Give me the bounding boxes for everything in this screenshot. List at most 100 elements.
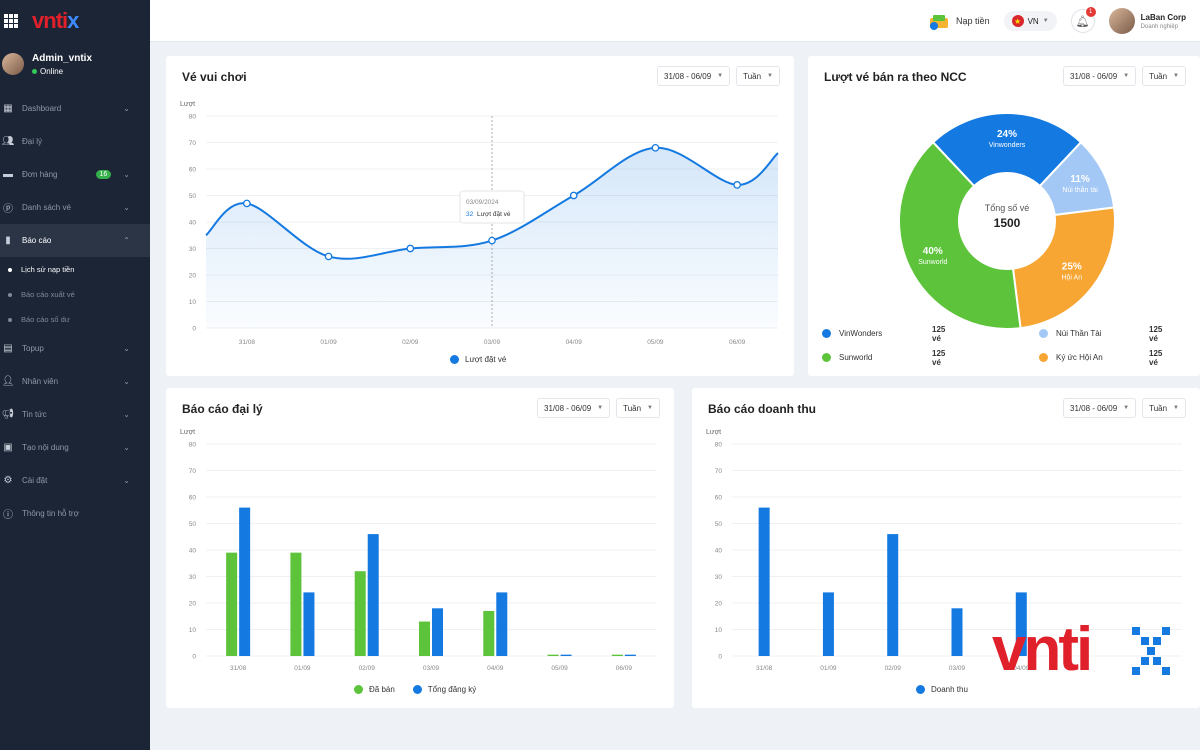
y-tick-label: 10 bbox=[189, 627, 197, 634]
apps-grid-icon[interactable] bbox=[4, 14, 18, 28]
x-tick-label: 05/09 bbox=[551, 665, 568, 672]
bar[interactable] bbox=[496, 592, 508, 656]
bar[interactable] bbox=[624, 654, 636, 656]
data-point[interactable] bbox=[733, 181, 741, 189]
bar[interactable] bbox=[951, 608, 963, 656]
data-point[interactable] bbox=[324, 252, 333, 261]
bar[interactable] bbox=[303, 592, 315, 656]
x-tick-label: 03/09 bbox=[484, 339, 501, 346]
y-tick-label: 70 bbox=[715, 468, 723, 475]
slice-name-label: Hội An bbox=[1061, 274, 1082, 281]
bar[interactable] bbox=[367, 534, 379, 656]
sidebar-item-6[interactable]: 👤︎ Nhân viên ⌄ bbox=[0, 365, 150, 398]
y-tick-label: 20 bbox=[715, 601, 723, 608]
data-point[interactable] bbox=[406, 244, 415, 253]
x-tick-label: 06/09 bbox=[616, 665, 633, 672]
pie-legend-item[interactable]: VinWonders 125 vé bbox=[822, 325, 945, 343]
sidebar-item-8[interactable]: ▣ Tạo nội dung ⌄ bbox=[0, 431, 150, 464]
legend-item[interactable]: Doanh thu bbox=[916, 685, 968, 695]
bar[interactable] bbox=[354, 571, 366, 656]
date-range-select[interactable]: 31/08 - 06/09 ▼ bbox=[657, 66, 731, 86]
donut-chart: 24% Vinwonders 11%Núi thần tài 25% Hội An 40%… bbox=[898, 112, 1116, 330]
donut-slice[interactable] bbox=[898, 140, 1022, 330]
chart-tooltip: 03/09/2024 32 Lượt đặt vé bbox=[459, 190, 525, 224]
chevron-down-icon: ▼ bbox=[597, 405, 604, 411]
topup-icon: ▤ bbox=[3, 343, 13, 354]
topup-button[interactable]: Nạp tiền bbox=[928, 12, 990, 30]
x-tick-label: 02/09 bbox=[402, 339, 419, 346]
sidebar-subitem[interactable]: Báo cáo xuất vé bbox=[0, 282, 150, 307]
user-profile[interactable]: Admin_vntix Online bbox=[0, 42, 150, 86]
list-icon: ⓟ bbox=[3, 204, 13, 215]
donut-slice[interactable] bbox=[1011, 206, 1116, 330]
donut-slice[interactable] bbox=[931, 112, 1083, 188]
data-point[interactable] bbox=[243, 199, 251, 208]
account-menu[interactable]: LaBan Corp Doanh nghiệp bbox=[1108, 8, 1186, 34]
bar[interactable] bbox=[483, 610, 495, 656]
data-point[interactable] bbox=[651, 143, 660, 152]
legend-item[interactable]: Lượt đặt vé bbox=[450, 355, 506, 365]
bullet-icon bbox=[8, 267, 12, 272]
y-tick-label: 0 bbox=[192, 326, 196, 333]
date-range-select[interactable]: 31/08 - 06/09 ▼ bbox=[537, 398, 611, 418]
bell-icon: 🔔︎ bbox=[1075, 15, 1090, 28]
bar[interactable] bbox=[419, 621, 430, 656]
bar[interactable] bbox=[290, 552, 302, 656]
legend-label: Ký ức Hội An bbox=[1056, 353, 1103, 362]
bar[interactable] bbox=[226, 552, 238, 656]
chevron-up-icon: ⌃ bbox=[123, 236, 130, 245]
period-select[interactable]: Tuần ▼ bbox=[616, 398, 660, 418]
sidebar-item-label: Cài đặt bbox=[22, 476, 48, 485]
legend-value: 125 vé bbox=[932, 324, 946, 343]
language-select[interactable]: ★ VN ▼ bbox=[1003, 11, 1057, 31]
legend-label: Sunworld bbox=[839, 353, 873, 362]
bar[interactable] bbox=[758, 507, 770, 656]
data-point[interactable] bbox=[569, 191, 578, 200]
y-tick-label: 60 bbox=[715, 495, 723, 502]
period-select[interactable]: Tuần ▼ bbox=[1142, 66, 1186, 86]
y-tick-label: 70 bbox=[189, 140, 197, 147]
bar[interactable] bbox=[611, 654, 623, 656]
notification-button[interactable]: 🔔︎ 1 bbox=[1070, 7, 1096, 33]
sidebar-subitem[interactable]: Báo cáo số dư bbox=[0, 307, 150, 332]
brand-logo[interactable]: vntix bbox=[32, 8, 79, 33]
sidebar-item-4[interactable]: ▮ Báo cáo ⌃ bbox=[0, 224, 150, 257]
pie-legend-item[interactable]: Núi Thần Tài 125 vé bbox=[1039, 325, 1162, 343]
sidebar-item-5[interactable]: ▤ Topup ⌄ bbox=[0, 332, 150, 365]
bar[interactable] bbox=[547, 654, 559, 656]
subitem-label: Lịch sử nạp tiền bbox=[21, 265, 75, 274]
y-tick-label: 20 bbox=[189, 601, 197, 608]
date-range-select[interactable]: 31/08 - 06/09 ▼ bbox=[1063, 398, 1137, 418]
bar[interactable] bbox=[887, 534, 899, 656]
sidebar-item-2[interactable]: ▬ Đơn hàng 16 ⌄ bbox=[0, 158, 150, 191]
sidebar-item-label: Tạo nội dung bbox=[22, 443, 69, 452]
legend-label: VinWonders bbox=[839, 329, 883, 338]
sidebar-item-3[interactable]: ⓟ Danh sách vé ⌄ bbox=[0, 191, 150, 224]
legend-item[interactable]: Tổng đăng ký bbox=[412, 685, 476, 695]
period-select[interactable]: Tuần ▼ bbox=[736, 66, 780, 86]
sidebar-header: vntix bbox=[0, 0, 150, 42]
bar[interactable] bbox=[1015, 592, 1027, 656]
bar[interactable] bbox=[822, 592, 834, 656]
x-tick-label: 31/08 bbox=[756, 665, 773, 672]
bar[interactable] bbox=[239, 507, 251, 656]
agent-bar-chart: Lượt 0 10 20 30 40 50 60 70 80 31/08 01/09 02/09 03/0… bbox=[180, 429, 656, 672]
tooltip-value: 32 bbox=[466, 211, 474, 218]
sidebar-item-1[interactable]: 👥︎ Đại lý bbox=[0, 125, 150, 158]
sidebar-subitem[interactable]: Lịch sử nạp tiền bbox=[0, 257, 150, 282]
date-range-select[interactable]: 31/08 - 06/09 ▼ bbox=[1063, 66, 1137, 86]
bar[interactable] bbox=[432, 608, 443, 656]
pie-legend-item[interactable]: Sunworld 125 vé bbox=[822, 349, 945, 367]
sidebar-item-10[interactable]: ⓘ Thông tin hỗ trợ bbox=[0, 497, 150, 530]
data-point[interactable] bbox=[488, 236, 496, 245]
bar[interactable] bbox=[560, 654, 572, 656]
sidebar-item-0[interactable]: ▦ Dashboard ⌄ bbox=[0, 92, 150, 125]
chevron-down-icon: ⌄ bbox=[123, 203, 130, 212]
user-icon: 👤︎ bbox=[1, 376, 15, 387]
period-select[interactable]: Tuần ▼ bbox=[1142, 398, 1186, 418]
pie-legend-item[interactable]: Ký ức Hội An 125 vé bbox=[1039, 349, 1162, 367]
sidebar-item-7[interactable]: 📢︎ Tin tức ⌄ bbox=[0, 398, 150, 431]
card-title: Lượt vé bán ra theo NCC bbox=[824, 70, 967, 84]
legend-item[interactable]: Đã bán bbox=[354, 685, 395, 695]
sidebar-item-9[interactable]: ⚙ Cài đặt ⌄ bbox=[0, 464, 150, 497]
